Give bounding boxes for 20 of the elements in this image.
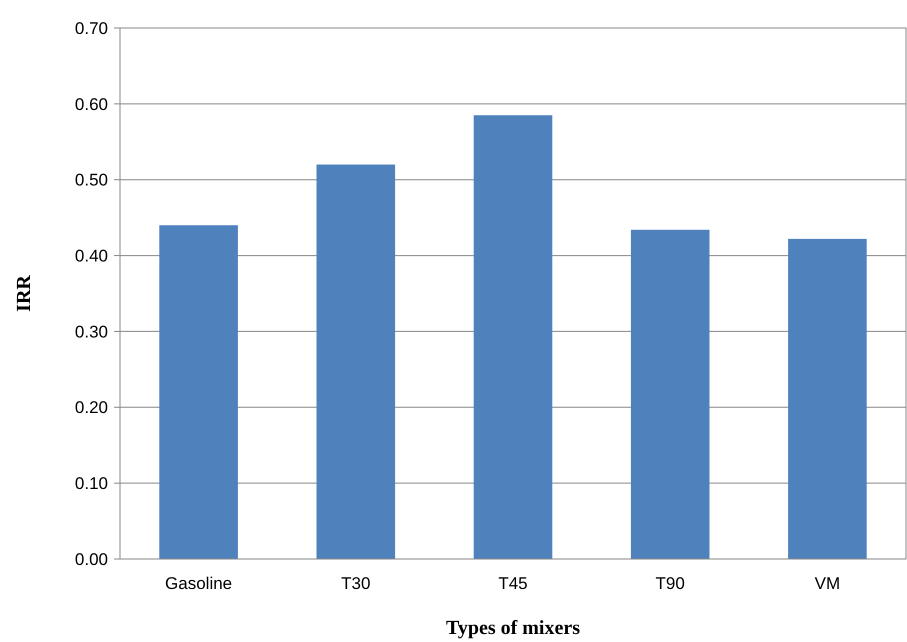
y-tick-label: 0.40 [74, 246, 108, 266]
bar [630, 230, 710, 559]
x-axis-title: Types of mixers [446, 617, 580, 639]
x-tick-label: VM [814, 574, 840, 593]
bar [788, 238, 867, 559]
x-tick-label: Gasoline [165, 574, 232, 593]
bar [316, 164, 396, 559]
bar [159, 225, 238, 559]
y-tick-label: 0.70 [74, 18, 108, 38]
bar [474, 115, 552, 559]
y-tick-label: 0.30 [74, 322, 108, 342]
x-tick-label: T45 [498, 574, 528, 593]
y-tick-label: 0.50 [74, 170, 108, 190]
x-tick-label: T30 [341, 574, 370, 593]
y-tick-label: 0.20 [74, 398, 108, 418]
y-tick-label: 0.10 [74, 474, 108, 494]
y-axis-title: IRR [13, 274, 35, 312]
y-tick-label: 0.60 [74, 94, 108, 114]
x-tick-label: T90 [656, 574, 685, 593]
y-tick-label: 0.00 [74, 550, 108, 569]
